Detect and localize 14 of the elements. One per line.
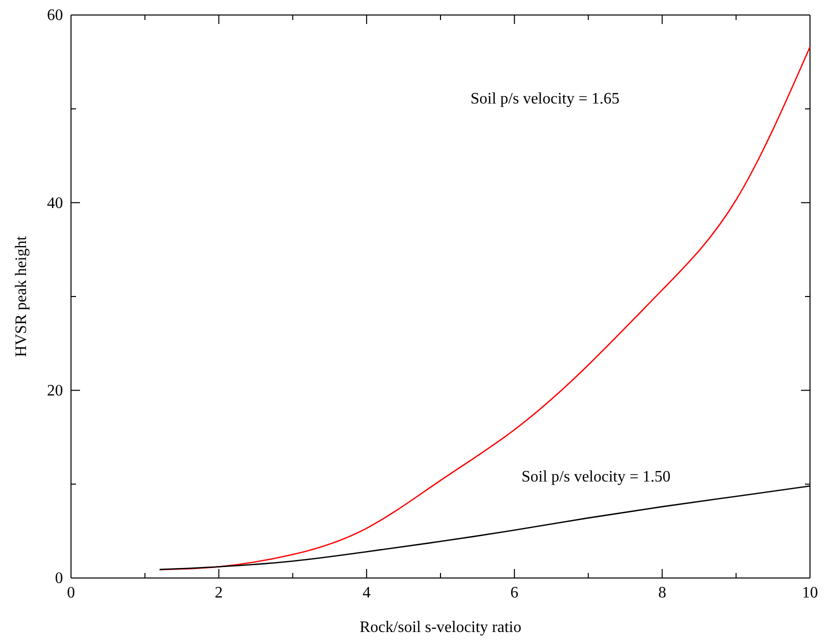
y-tick-label: 40 xyxy=(47,194,63,212)
y-axis-title: HVSR peak height xyxy=(13,236,30,357)
x-tick-label: 6 xyxy=(510,584,518,602)
x-tick-label: 2 xyxy=(214,584,223,602)
x-tick-label: 4 xyxy=(362,584,371,602)
x-tick-label: 10 xyxy=(802,584,818,602)
x-axis-title: Rock/soil s-velocity ratio xyxy=(360,619,522,636)
y-tick-label: 60 xyxy=(47,7,63,24)
x-tick-label: 8 xyxy=(658,584,666,602)
annotation: Soil p/s velocity = 1.65 xyxy=(470,90,620,108)
annotation: Soil p/s velocity = 1.50 xyxy=(521,468,671,486)
y-tick-label: 20 xyxy=(47,382,63,400)
y-tick-label: 0 xyxy=(55,570,63,588)
x-tick-label: 0 xyxy=(67,584,75,602)
